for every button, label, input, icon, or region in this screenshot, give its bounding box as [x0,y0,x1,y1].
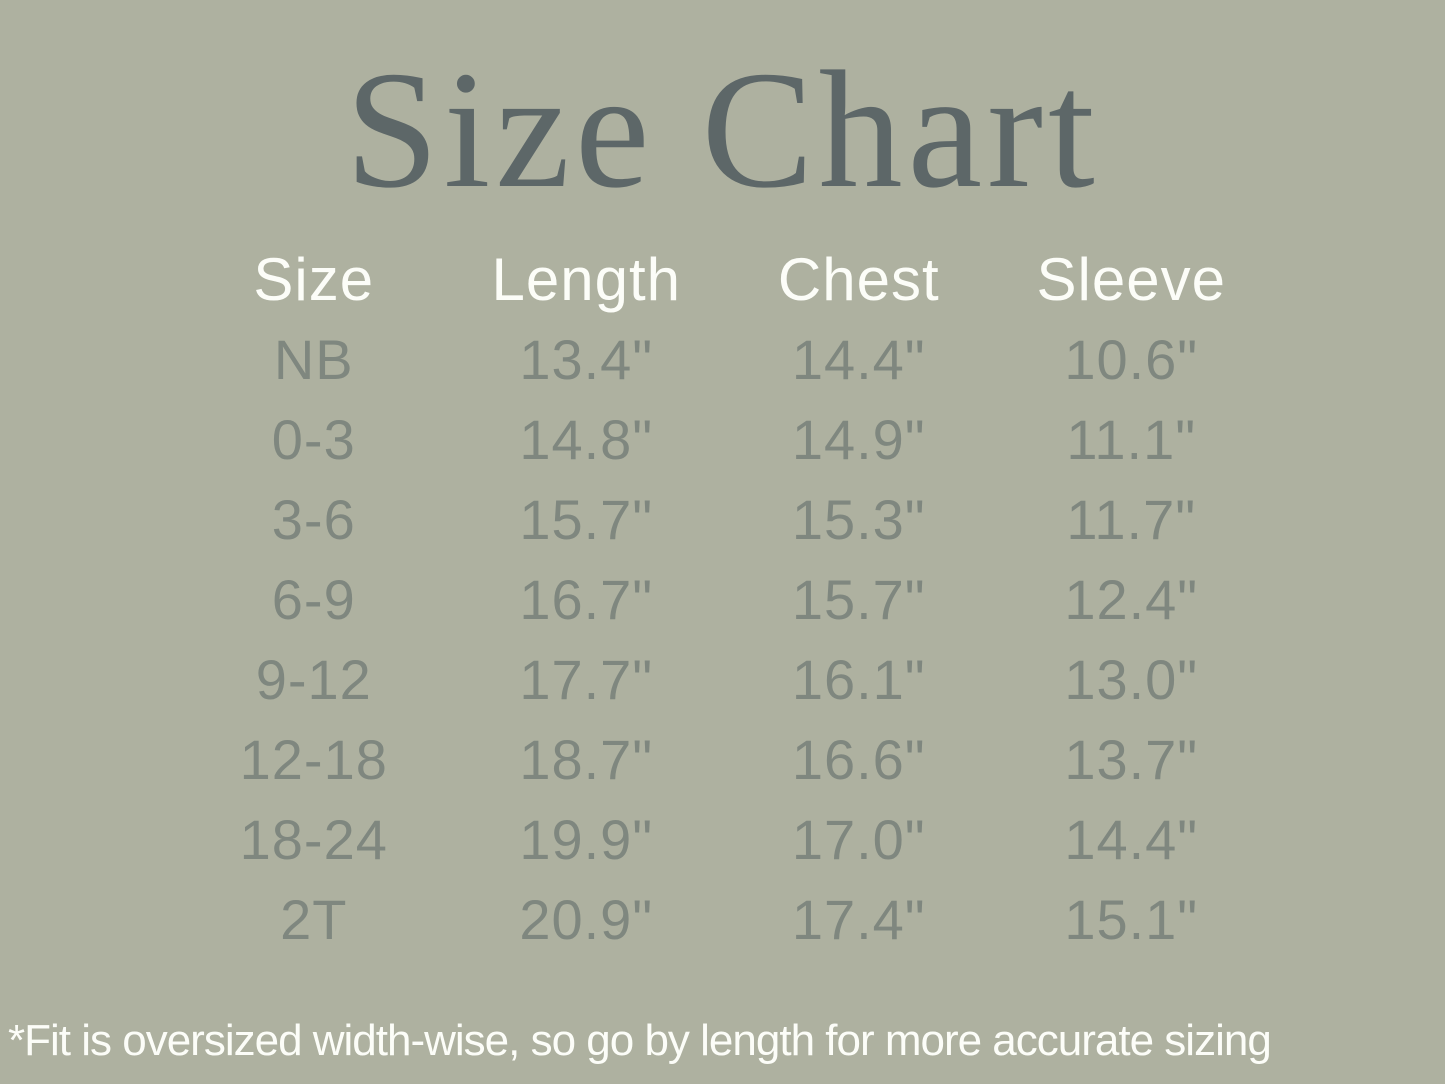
measurement-value: 17.4" [791,888,926,951]
measurement-value: 18.7" [519,728,654,791]
column-header-chest: Chest [777,246,940,313]
measurement-value: 15.1" [1064,888,1199,951]
size-label: 18-24 [239,808,388,871]
measurement-value: 12.4" [1064,568,1199,631]
measurement-value: 17.7" [519,648,654,711]
column-header-length: Length [491,246,681,313]
size-label: NB [273,328,354,391]
measurement-value: 13.0" [1064,648,1199,711]
size-label: 3-6 [271,488,356,551]
measurement-value: 19.9" [519,808,654,871]
measurement-value: 14.8" [519,408,654,471]
size-label: 6-9 [271,568,356,631]
size-label: 2T [280,888,348,951]
column-header-size: Size [253,246,375,313]
measurement-value: 13.4" [519,328,654,391]
size-table: Size Length Chest Sleeve NB 13.4" 14.4" 10.6" 0-… [178,240,1268,960]
measurement-value: 15.7" [791,568,926,631]
measurement-value: 11.7" [1066,488,1197,551]
measurement-value: 16.7" [519,568,654,631]
measurement-value: 14.4" [1064,808,1199,871]
measurement-value: 15.7" [519,488,654,551]
measurement-value: 17.0" [791,808,926,871]
measurement-value: 10.6" [1064,328,1199,391]
page-title: Size Chart [345,37,1100,223]
column-header-sleeve: Sleeve [1036,246,1226,313]
measurement-value: 11.1" [1066,408,1197,471]
measurement-value: 16.6" [791,728,926,791]
measurement-value: 16.1" [791,648,926,711]
measurement-value: 14.4" [791,328,926,391]
measurement-value: 14.9" [791,408,926,471]
measurement-value: 20.9" [519,888,654,951]
fit-footnote: *Fit is oversized width-wise, so go by l… [8,1016,1272,1065]
size-label: 9-12 [255,648,372,711]
size-label: 0-3 [271,408,356,471]
size-label: 12-18 [239,728,388,791]
measurement-value: 13.7" [1064,728,1199,791]
measurement-value: 15.3" [791,488,926,551]
